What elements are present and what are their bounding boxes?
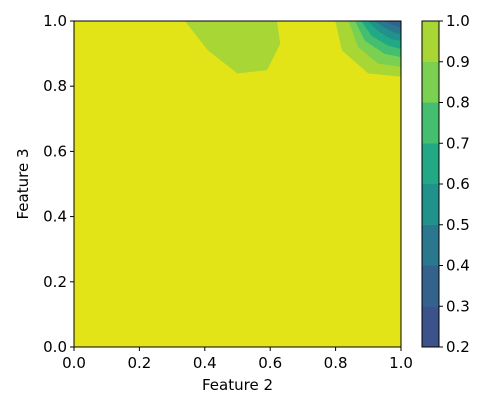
x-axis: 0.0 0.2 0.4 0.6 0.8 1.0: [62, 347, 413, 372]
colorbar-tick-label: 0.8: [446, 94, 470, 112]
plot-area: [74, 20, 402, 347]
x-tick-label: 0.8: [324, 354, 348, 372]
colorbar-ticks: 0.2 0.3 0.4 0.5 0.6 0.7 0.8 0.9 1.0: [439, 12, 470, 356]
colorbar-band: [421, 61, 440, 103]
y-tick-label: 0.6: [43, 142, 67, 160]
colorbar-band: [421, 306, 440, 348]
y-tick-label: 0.0: [43, 338, 67, 356]
colorbar-band: [421, 265, 440, 307]
y-axis-label: Feature 3: [14, 149, 32, 220]
colorbar-band: [421, 183, 440, 225]
colorbar-tick-label: 0.5: [446, 216, 470, 234]
colorbar-band: [421, 224, 440, 266]
y-tick-label: 0.8: [43, 77, 67, 95]
colorbar-tick-label: 0.9: [446, 53, 470, 71]
colorbar-tick-label: 0.2: [446, 338, 470, 356]
colorbar-band: [421, 20, 440, 62]
colorbar-band: [421, 143, 440, 185]
colorbar-tick-label: 1.0: [446, 12, 470, 30]
colorbar: [421, 20, 440, 348]
x-tick-label: 0.6: [258, 354, 282, 372]
colorbar-tick-label: 0.3: [446, 297, 470, 315]
x-tick-label: 1.0: [389, 354, 413, 372]
x-tick-label: 0.2: [127, 354, 151, 372]
plot-frame: [73, 20, 402, 348]
y-tick-label: 1.0: [43, 12, 67, 30]
contour-background: [74, 21, 401, 347]
x-tick-label: 0.0: [62, 354, 86, 372]
colorbar-band: [421, 102, 440, 144]
colorbar-tick-label: 0.6: [446, 175, 470, 193]
x-tick-label: 0.4: [193, 354, 217, 372]
colorbar-tick-label: 0.7: [446, 134, 470, 152]
y-axis: 0.0 0.2 0.4 0.6 0.8 1.0: [43, 12, 74, 356]
y-tick-label: 0.4: [43, 208, 67, 226]
y-tick-label: 0.2: [43, 273, 67, 291]
colorbar-tick-label: 0.4: [446, 257, 470, 275]
x-axis-label: Feature 2: [202, 376, 273, 394]
